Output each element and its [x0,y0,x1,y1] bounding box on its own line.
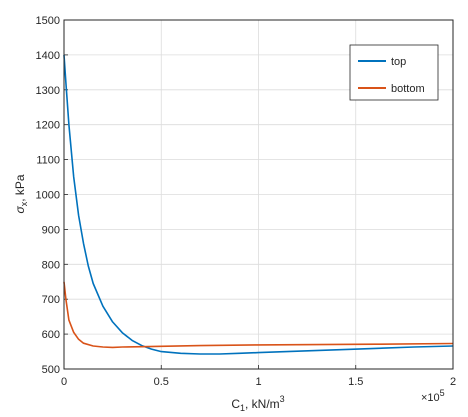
legend: top bottom [349,44,439,101]
x-axis-exponent: ×105 [421,388,445,404]
series-line-top [63,54,454,355]
legend-label-top: top [391,56,406,68]
x-tick-label: 0 [61,376,67,388]
y-tick-label: 700 [42,294,60,306]
x-axis-label: C1, kN/m3 [231,394,284,413]
legend-label-bottom: bottom [391,83,425,95]
plot-frame [63,19,454,370]
series-lines [63,54,454,355]
y-tick-label: 1300 [36,85,60,97]
legend-box [349,44,439,101]
y-tick-label: 1400 [36,50,60,62]
y-tick-label: 500 [42,364,60,376]
x-axis-ticks: 0 0.5 1 1.5 2 [61,365,456,388]
y-tick-label: 1500 [36,15,60,27]
y-tick-label: 1000 [36,190,60,202]
y-axis-label: σx, kPa [13,174,29,213]
y-tick-label: 800 [42,259,60,271]
x-tick-label: 2 [450,376,456,388]
y-tick-label: 1100 [36,155,60,167]
y-tick-label: 600 [42,329,60,341]
y-tick-label: 900 [42,224,60,236]
series-line-bottom [63,281,454,349]
y-axis-ticks: 500 600 700 800 900 1000 1100 1200 1300 1400 1500 [36,15,68,376]
x-tick-label: 1 [255,376,261,388]
y-tick-label: 1200 [36,120,60,132]
x-tick-label: 0.5 [154,376,169,388]
x-tick-label: 1.5 [348,376,363,388]
